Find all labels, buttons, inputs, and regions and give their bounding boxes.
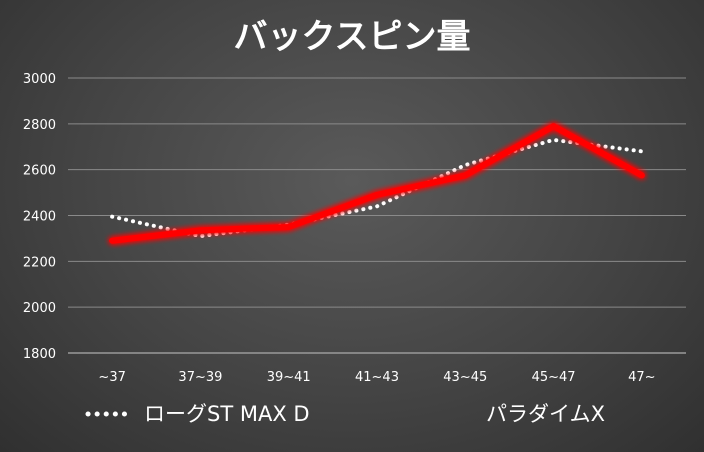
series-0 [110, 137, 644, 239]
series-lines [109, 123, 645, 244]
y-tick-label: 3000 [23, 72, 56, 87]
y-tick-label: 2000 [23, 301, 56, 316]
series-1 [109, 123, 645, 244]
series-line-rogue [110, 137, 644, 239]
gridlines [68, 77, 686, 354]
series-line-paradym [109, 123, 645, 244]
y-tick-label: 1800 [23, 347, 56, 362]
legend: ローグST MAX D パラダイムX [85, 402, 605, 426]
x-tick-label: 47~ [628, 370, 655, 385]
x-axis-ticks: ~37 37~39 39~41 41~43 43~45 45~47 47~ [98, 370, 655, 385]
legend-label-paradym: パラダイムX [486, 402, 605, 426]
chart-title: バックスピン量 [234, 17, 471, 57]
y-tick-label: 2200 [23, 255, 56, 270]
y-tick-label: 2800 [23, 118, 56, 133]
y-tick-label: 2400 [23, 210, 56, 225]
x-tick-label: 45~47 [532, 370, 576, 385]
x-tick-label: 39~41 [267, 370, 311, 385]
x-tick-label: 41~43 [355, 370, 399, 385]
x-tick-label: ~37 [98, 370, 125, 385]
y-tick-label: 2600 [23, 164, 56, 179]
x-tick-label: 37~39 [178, 370, 222, 385]
legend-item-paradym: パラダイムX [425, 402, 605, 426]
legend-item-rogue: ローグST MAX D [85, 402, 310, 426]
x-tick-label: 43~45 [443, 370, 487, 385]
y-axis-ticks: 1800 2000 2200 2400 2600 2800 3000 [23, 72, 56, 362]
legend-label-rogue: ローグST MAX D [144, 402, 310, 426]
